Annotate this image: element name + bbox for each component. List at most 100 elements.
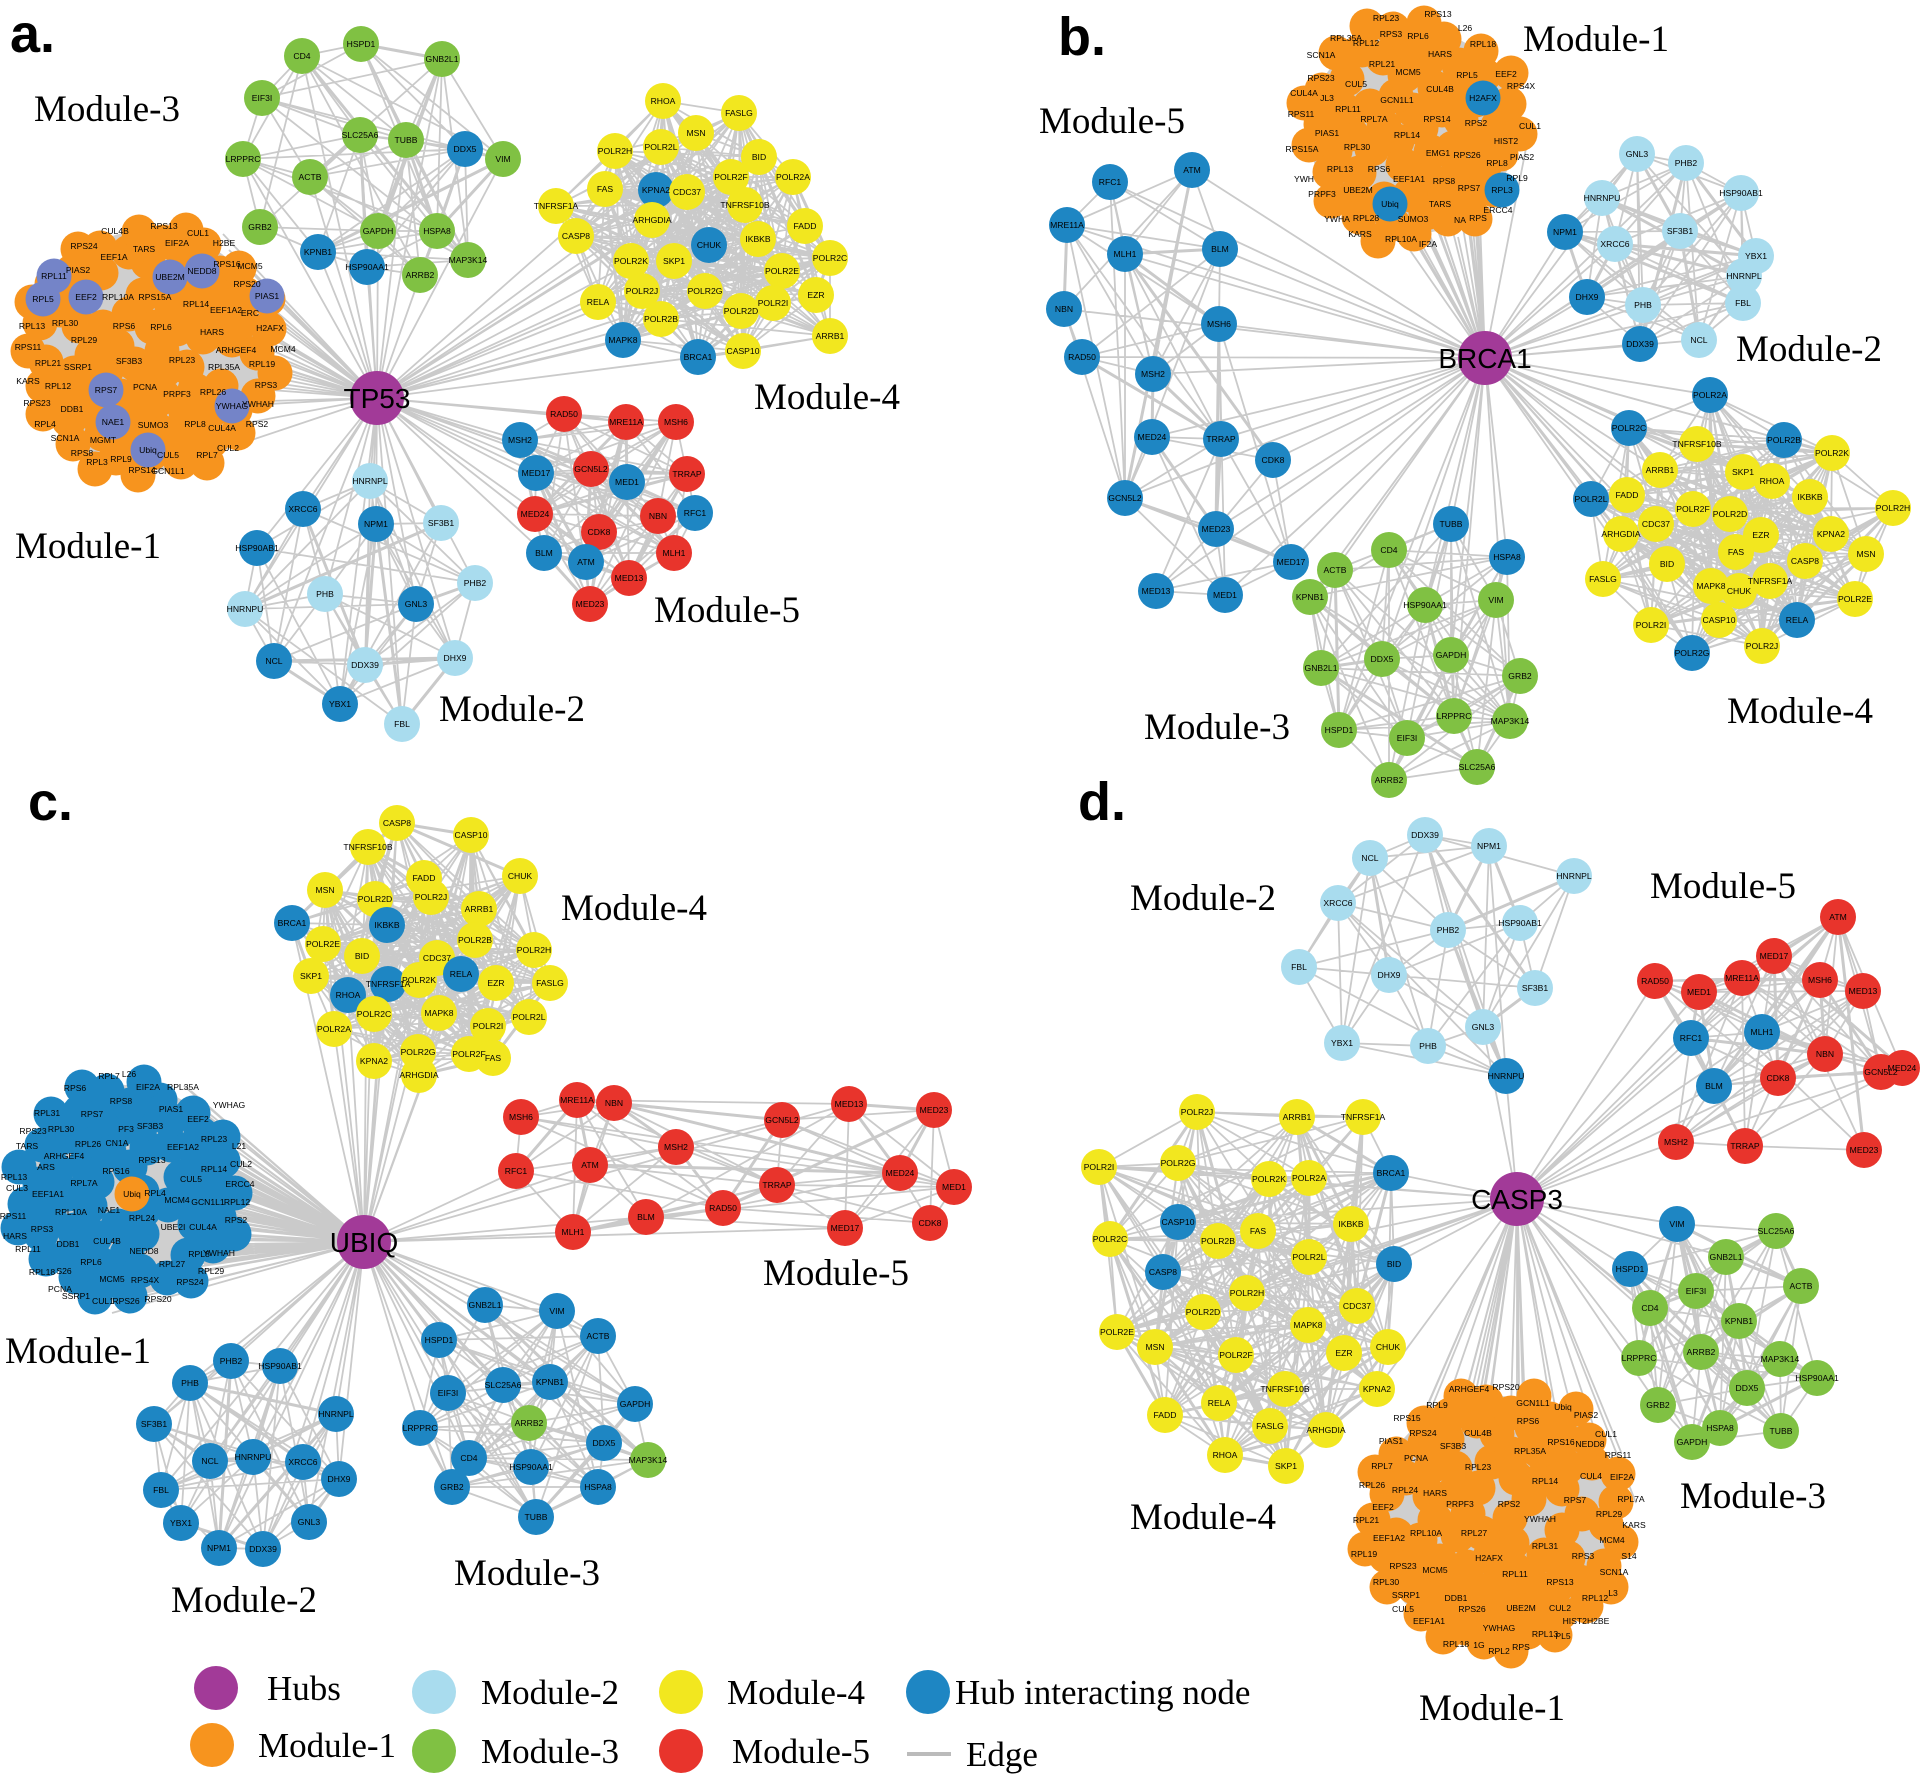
svg-text:UBE2M: UBE2M (155, 272, 185, 282)
svg-text:RPL7: RPL7 (1371, 1461, 1393, 1471)
svg-text:ARHGDIA: ARHGDIA (1601, 529, 1640, 539)
svg-text:RPL26: RPL26 (200, 387, 226, 397)
svg-text:TRRAP: TRRAP (1206, 434, 1235, 444)
svg-text:HSP90AA1: HSP90AA1 (1403, 600, 1447, 610)
svg-text:UBE2M: UBE2M (1343, 185, 1373, 195)
svg-text:ACTB: ACTB (299, 172, 322, 182)
svg-text:HNRNPL: HNRNPL (1726, 271, 1762, 281)
svg-text:EEF2: EEF2 (75, 292, 97, 302)
svg-text:Module-3: Module-3 (454, 1553, 600, 1594)
svg-text:RAD50: RAD50 (1641, 976, 1669, 986)
svg-text:RPL14: RPL14 (183, 299, 209, 309)
svg-text:HSPA8: HSPA8 (584, 1482, 612, 1492)
svg-text:ARHGDIA: ARHGDIA (1306, 1425, 1345, 1435)
svg-text:CN1A: CN1A (106, 1138, 129, 1148)
svg-text:KPNA2: KPNA2 (1363, 1384, 1391, 1394)
svg-text:ARS: ARS (37, 1162, 55, 1172)
svg-text:UBE2M: UBE2M (1506, 1603, 1536, 1613)
svg-text:POLR2B: POLR2B (1201, 1236, 1235, 1246)
svg-text:POLR2H: POLR2H (1230, 1288, 1264, 1298)
svg-text:YWHA: YWHA (1324, 214, 1350, 224)
svg-text:RPL10A: RPL10A (1410, 1528, 1442, 1538)
svg-text:RPS2: RPS2 (1498, 1499, 1521, 1509)
svg-text:JL3: JL3 (1320, 93, 1334, 103)
svg-text:RPS15A: RPS15A (139, 292, 172, 302)
svg-text:POLR2E: POLR2E (765, 266, 799, 276)
svg-text:UBIQ: UBIQ (330, 1227, 398, 1258)
svg-text:MED23: MED23 (576, 599, 605, 609)
svg-text:RPL12: RPL12 (224, 1197, 250, 1207)
svg-text:MED23: MED23 (1202, 524, 1231, 534)
svg-text:KARS: KARS (16, 376, 40, 386)
svg-text:RPS14: RPS14 (1423, 114, 1450, 124)
svg-text:NA: NA (1454, 215, 1466, 225)
svg-text:RPL9: RPL9 (1426, 1400, 1448, 1410)
svg-text:NBN: NBN (605, 1098, 623, 1108)
svg-text:ARHGDIA: ARHGDIA (632, 215, 671, 225)
svg-text:YBX1: YBX1 (329, 699, 351, 709)
svg-text:RPL27: RPL27 (159, 1259, 185, 1269)
svg-text:MED13: MED13 (835, 1099, 864, 1109)
svg-text:RPS15A: RPS15A (1286, 144, 1319, 154)
svg-text:HSP90AB1: HSP90AB1 (1719, 188, 1763, 198)
svg-text:MGMT: MGMT (90, 435, 117, 445)
svg-text:RPL8: RPL8 (188, 1249, 210, 1259)
svg-text:GRB2: GRB2 (248, 222, 272, 232)
svg-text:DHX9: DHX9 (1576, 292, 1599, 302)
svg-text:RHOA: RHOA (336, 990, 361, 1000)
svg-text:RPL21: RPL21 (1353, 1515, 1379, 1525)
svg-text:SF3B1: SF3B1 (1522, 983, 1548, 993)
svg-text:RPS16: RPS16 (213, 259, 240, 269)
svg-text:DHX9: DHX9 (444, 653, 467, 663)
svg-text:NBN: NBN (1816, 1049, 1834, 1059)
svg-text:RPL29: RPL29 (71, 335, 97, 345)
svg-text:HNRNPU: HNRNPU (235, 1452, 272, 1462)
svg-text:POLR2H: POLR2H (598, 146, 632, 156)
svg-text:RPL30: RPL30 (1344, 142, 1370, 152)
svg-text:RPL4: RPL4 (144, 1188, 166, 1198)
svg-text:EEF1A2: EEF1A2 (167, 1142, 199, 1152)
svg-text:TARS: TARS (133, 244, 156, 254)
svg-text:PIAS1: PIAS1 (1315, 128, 1340, 138)
svg-text:EIF2A: EIF2A (1610, 1472, 1634, 1482)
svg-text:Ubiq: Ubiq (1381, 199, 1399, 209)
svg-text:MAPK8: MAPK8 (1293, 1320, 1322, 1330)
svg-text:HNRNPU: HNRNPU (227, 604, 264, 614)
svg-text:KPNB1: KPNB1 (1725, 1316, 1753, 1326)
svg-text:MCM5: MCM5 (237, 261, 263, 271)
svg-text:CUL2: CUL2 (217, 443, 239, 453)
svg-text:MSN: MSN (686, 128, 705, 138)
svg-text:RAD50: RAD50 (550, 409, 578, 419)
svg-text:EEF1A1: EEF1A1 (1393, 174, 1425, 184)
svg-text:MLH1: MLH1 (1114, 249, 1137, 259)
svg-text:SCN1A: SCN1A (1600, 1567, 1629, 1577)
svg-text:EIF3I: EIF3I (438, 1388, 459, 1398)
svg-text:POLR2E: POLR2E (1100, 1327, 1134, 1337)
svg-text:POLR2K: POLR2K (402, 975, 436, 985)
svg-text:SKP1: SKP1 (300, 971, 322, 981)
svg-text:RPL19: RPL19 (1351, 1549, 1377, 1559)
svg-text:NCL: NCL (201, 1456, 218, 1466)
svg-text:ARRB1: ARRB1 (1646, 465, 1675, 475)
svg-text:CUL5: CUL5 (1345, 79, 1367, 89)
svg-text:EZR: EZR (1335, 1348, 1352, 1358)
svg-text:RPS11: RPS11 (1288, 109, 1315, 119)
svg-text:Hubs: Hubs (267, 1669, 341, 1708)
svg-text:FASLG: FASLG (536, 978, 564, 988)
svg-text:PHB2: PHB2 (464, 578, 487, 588)
svg-text:H2BE: H2BE (213, 238, 236, 248)
svg-text:EEF2: EEF2 (1495, 69, 1517, 79)
svg-text:RPL7: RPL7 (196, 450, 218, 460)
svg-text:RPS16: RPS16 (102, 1166, 129, 1176)
svg-text:POLR2L: POLR2L (1575, 494, 1608, 504)
svg-text:MAPK8: MAPK8 (608, 335, 637, 345)
svg-text:RPL35A: RPL35A (167, 1082, 199, 1092)
svg-text:HSPD1: HSPD1 (347, 39, 376, 49)
svg-text:SUMO3: SUMO3 (1398, 214, 1429, 224)
svg-text:TUBB: TUBB (1440, 519, 1463, 529)
svg-text:YBX1: YBX1 (1745, 251, 1767, 261)
svg-text:POLR2F: POLR2F (714, 172, 747, 182)
svg-text:SKP1: SKP1 (1732, 467, 1754, 477)
svg-text:MCM5: MCM5 (99, 1274, 125, 1284)
svg-text:NCL: NCL (1361, 853, 1378, 863)
